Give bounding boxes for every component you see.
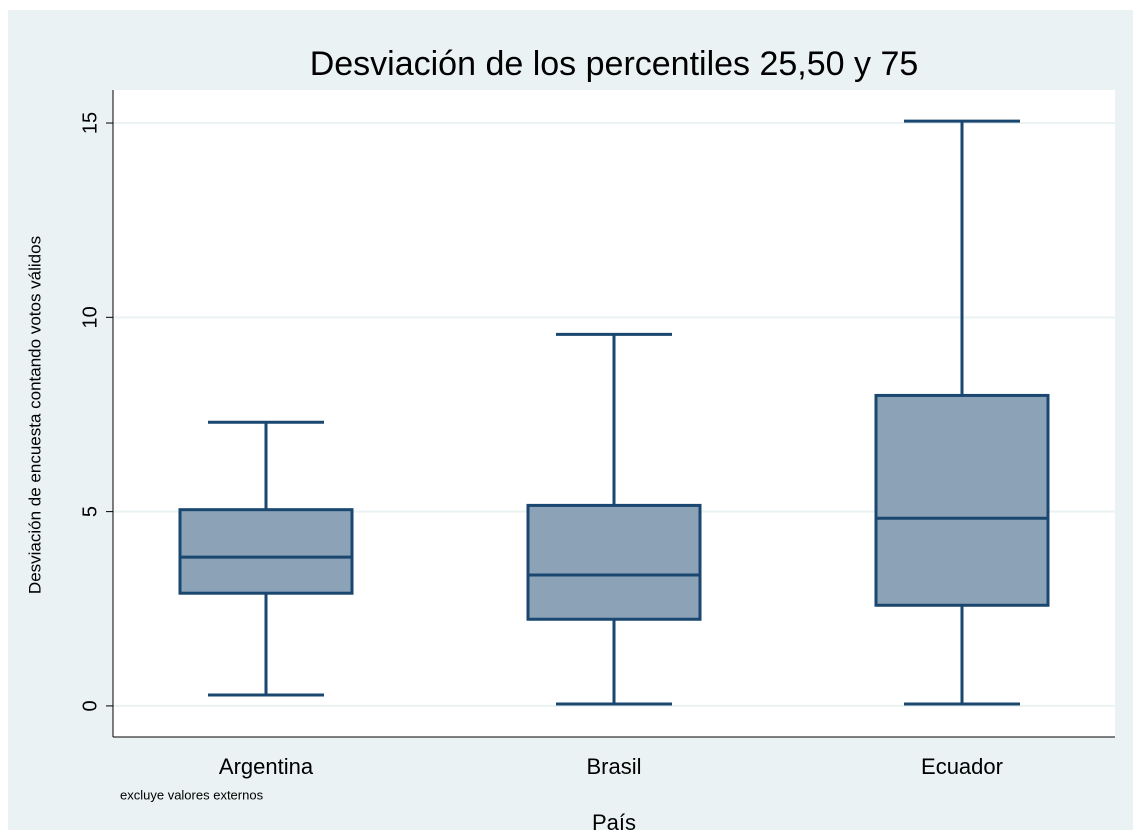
y-axis-label: Desviación de encuesta contando votos vá… [25, 236, 44, 594]
box [178, 508, 354, 595]
y-tick-label: 15 [79, 112, 101, 134]
y-tick-label: 5 [79, 506, 101, 517]
note: excluye valores externos [120, 787, 264, 802]
x-tick-label: Ecuador [921, 754, 1003, 779]
y-tick-label: 0 [79, 700, 101, 711]
box [874, 393, 1050, 607]
x-axis-label: País [592, 810, 636, 830]
chart-title: Desviación de los percentiles 25,50 y 75 [310, 45, 919, 83]
x-tick-label: Brasil [586, 754, 641, 779]
x-tick-label: Argentina [219, 754, 314, 779]
box [526, 503, 702, 621]
y-tick-label: 10 [79, 306, 101, 328]
